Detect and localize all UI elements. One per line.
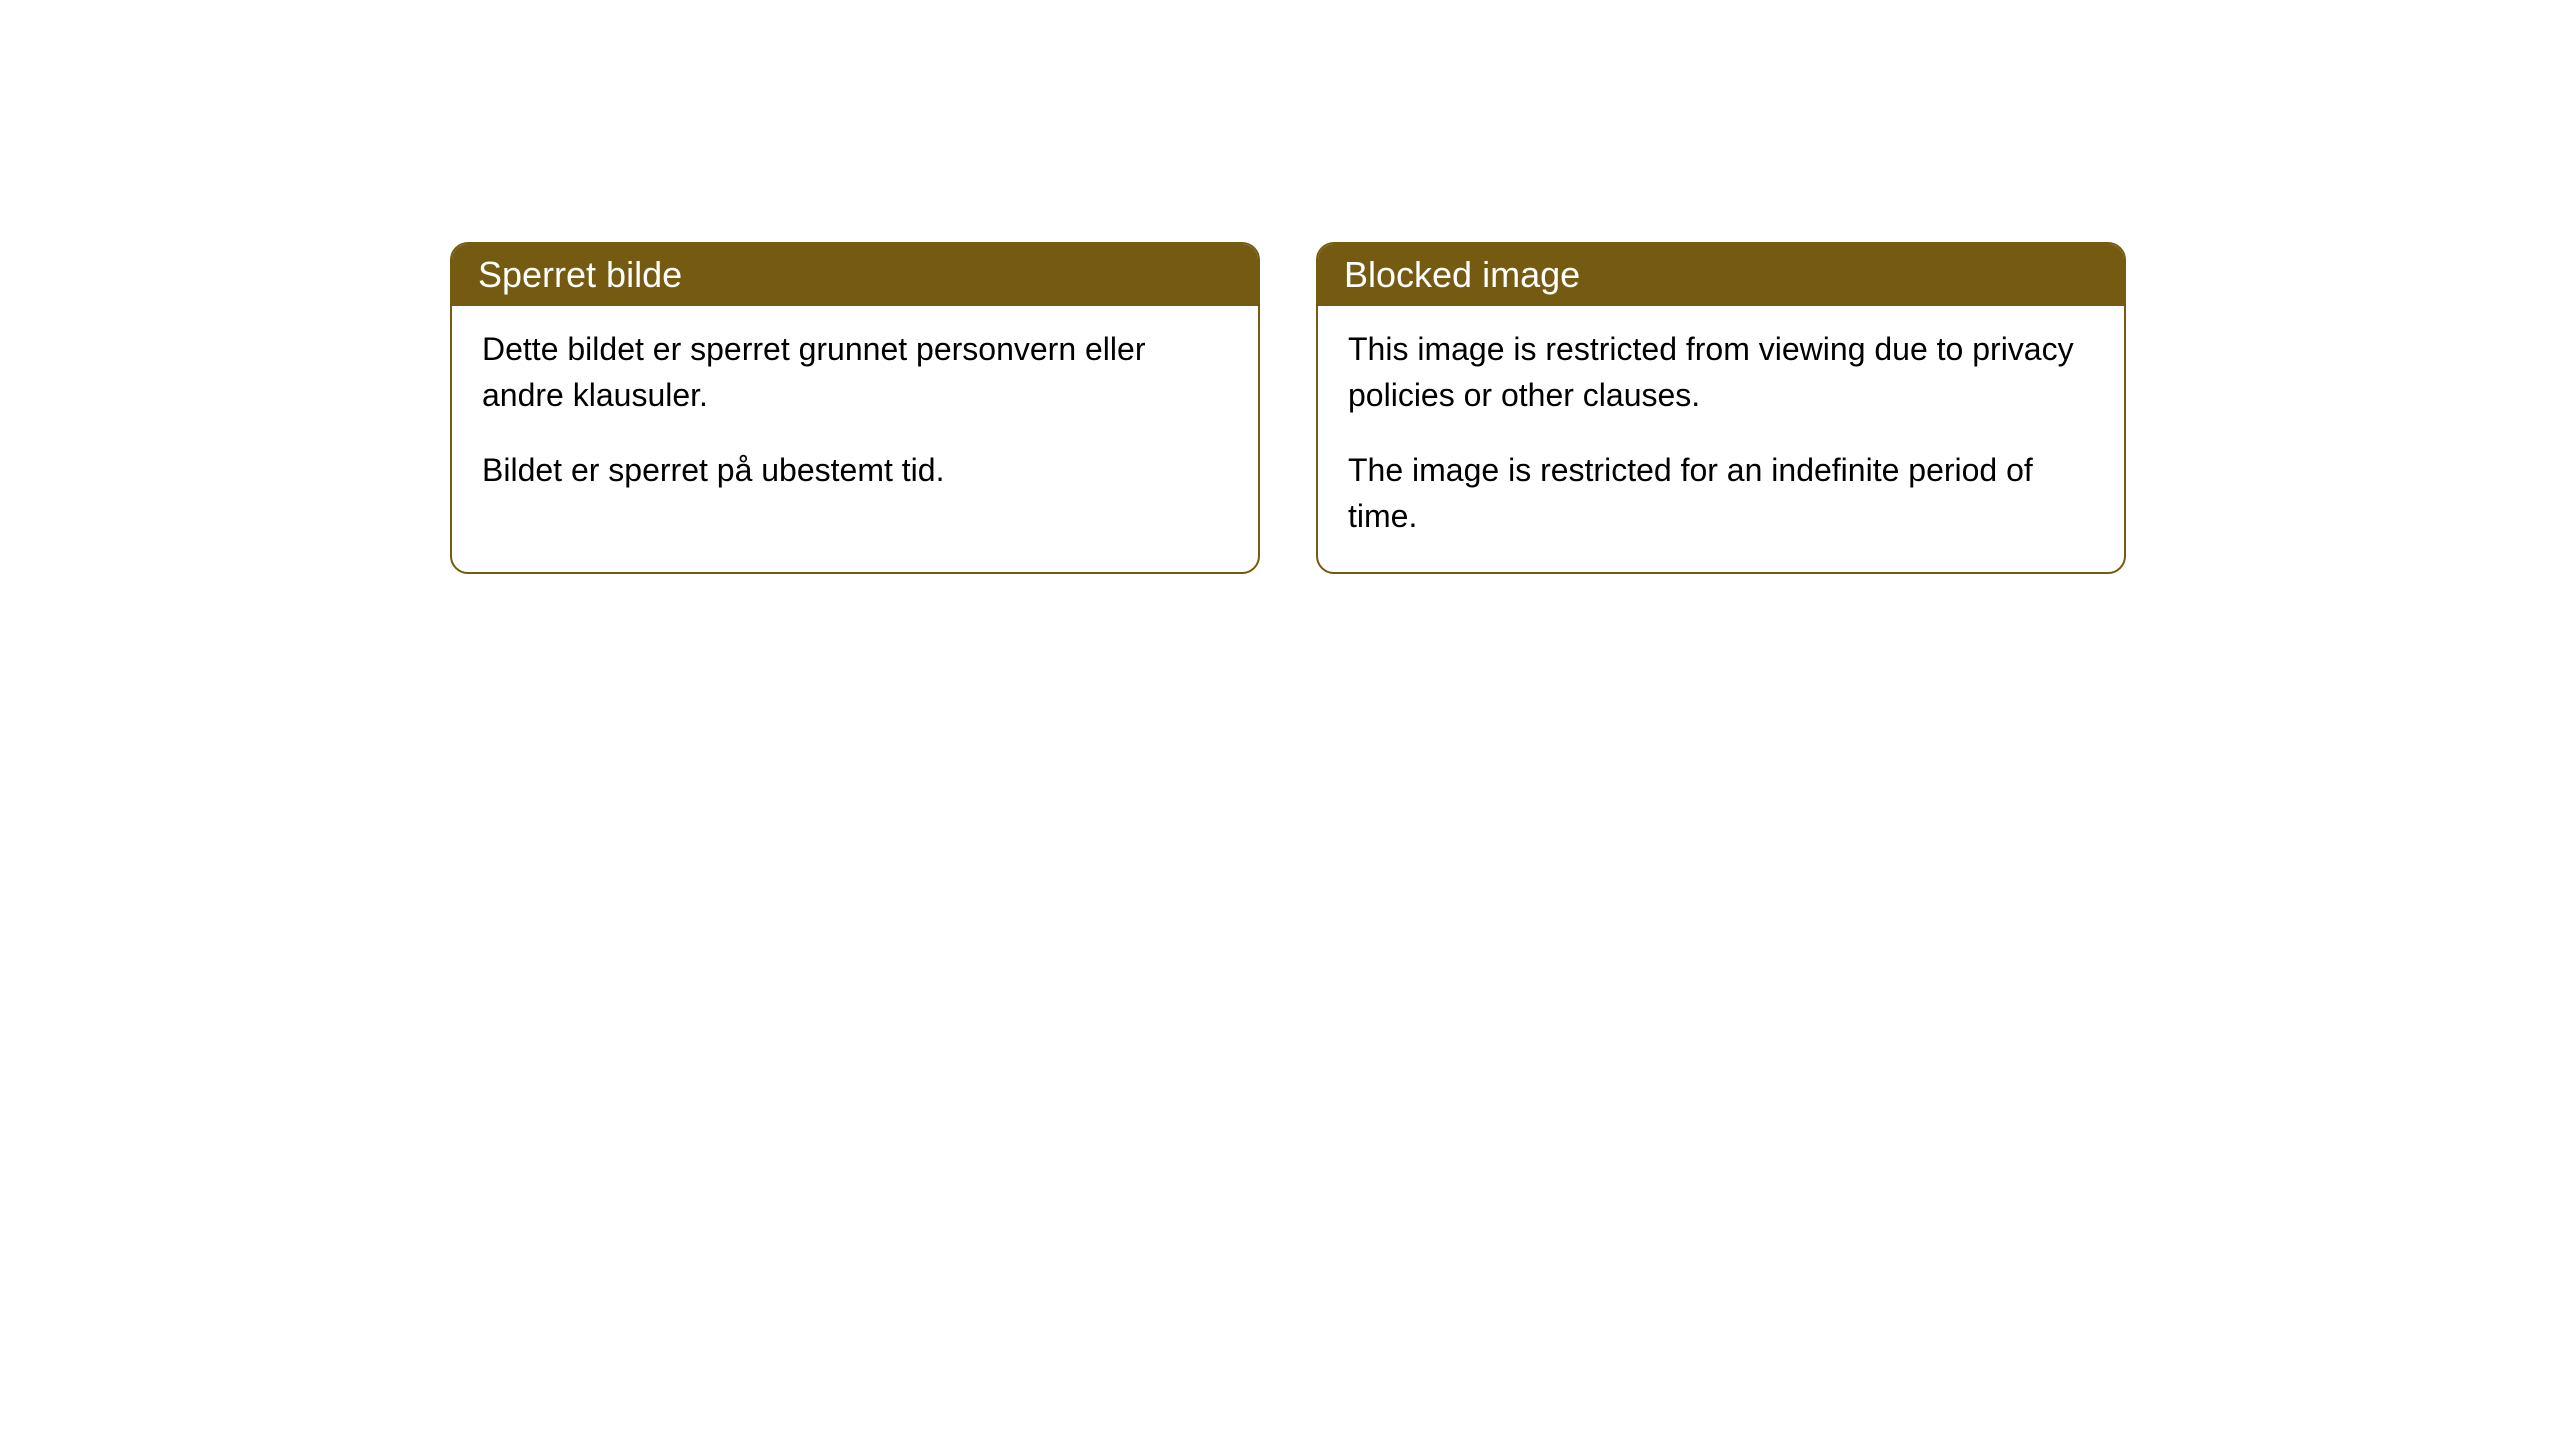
card-header-norwegian: Sperret bilde xyxy=(452,244,1258,306)
card-norwegian: Sperret bilde Dette bildet er sperret gr… xyxy=(450,242,1260,574)
card-body-english: This image is restricted from viewing du… xyxy=(1318,306,2124,572)
card-paragraph2-english: The image is restricted for an indefinit… xyxy=(1348,447,2094,540)
card-title-norwegian: Sperret bilde xyxy=(478,254,682,295)
card-paragraph1-norwegian: Dette bildet er sperret grunnet personve… xyxy=(482,326,1228,419)
card-paragraph1-english: This image is restricted from viewing du… xyxy=(1348,326,2094,419)
card-title-english: Blocked image xyxy=(1344,254,1580,295)
card-body-norwegian: Dette bildet er sperret grunnet personve… xyxy=(452,306,1258,525)
card-paragraph2-norwegian: Bildet er sperret på ubestemt tid. xyxy=(482,447,1228,493)
card-header-english: Blocked image xyxy=(1318,244,2124,306)
card-english: Blocked image This image is restricted f… xyxy=(1316,242,2126,574)
cards-container: Sperret bilde Dette bildet er sperret gr… xyxy=(450,242,2126,574)
